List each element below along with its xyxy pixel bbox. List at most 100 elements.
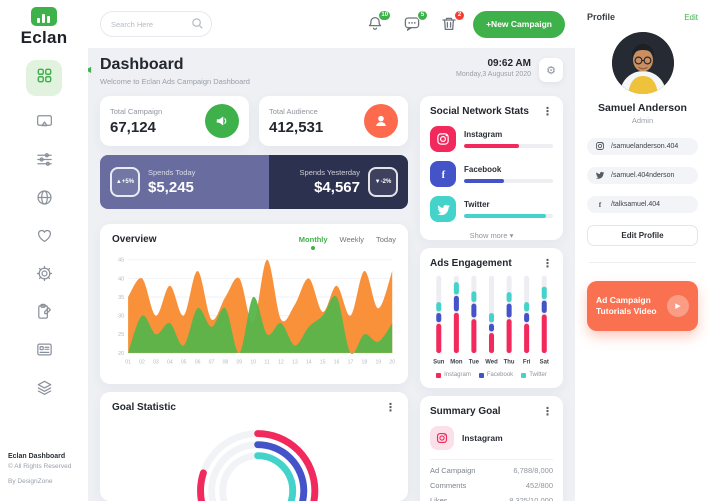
sidebar-item-preferences[interactable] bbox=[34, 151, 55, 172]
overview-card: Overview Monthly Weekly Today 20 25 30 35 40… bbox=[100, 224, 408, 384]
svg-text:12: 12 bbox=[278, 359, 284, 365]
footer-rights: © All Rights Reserved bbox=[8, 463, 72, 470]
twitter-icon bbox=[430, 196, 456, 222]
legend-item[interactable]: Twitter bbox=[521, 372, 547, 378]
dashboard-icon bbox=[35, 66, 54, 90]
show-more-link[interactable]: Show more ▾ bbox=[469, 231, 514, 240]
goal-kebab-menu-icon[interactable]: ⋮ bbox=[385, 401, 396, 414]
spends-banner: ▲ +5% Spends Today $5,245 Spends Yesterda… bbox=[100, 155, 408, 209]
sidebar-item-web[interactable] bbox=[34, 189, 55, 210]
clock: 09:62 AM Monday,3 Augusut 2020 bbox=[456, 58, 531, 78]
legend-item[interactable]: Facebook bbox=[478, 372, 513, 378]
trash-button[interactable]: 2 bbox=[440, 9, 466, 34]
main-body: ◀ Dashboard Welcome to Eclan Ads Campaig… bbox=[85, 48, 575, 501]
person-icon bbox=[364, 104, 398, 138]
topbar-icons: 10 5 2 bbox=[366, 9, 466, 37]
tab-today[interactable]: Today bbox=[375, 235, 396, 244]
tab-weekly[interactable]: Weekly bbox=[339, 235, 364, 244]
notifications-button[interactable]: 10 bbox=[366, 9, 392, 37]
legend-item[interactable]: Instagram bbox=[436, 372, 471, 378]
spends-yesterday-delta-badge: ▼ -2% bbox=[367, 167, 398, 197]
social-kebab-menu-icon[interactable]: ⋮ bbox=[542, 105, 553, 118]
svg-text:Sat: Sat bbox=[540, 359, 549, 365]
bell-icon bbox=[366, 16, 384, 37]
search-box bbox=[100, 11, 212, 37]
sidebar-item-favorites[interactable] bbox=[34, 227, 55, 248]
instagram-handle-pill[interactable]: /samuelanderson.404 bbox=[587, 138, 698, 155]
svg-text:13: 13 bbox=[292, 359, 298, 365]
tab-monthly[interactable]: Monthly bbox=[298, 235, 328, 244]
spends-today-value: $5,245 bbox=[148, 179, 194, 196]
settings-gear-button[interactable]: ⚙ bbox=[539, 58, 563, 82]
svg-text:16: 16 bbox=[334, 359, 340, 365]
social-network-stats-card: Social Network Stats ⋮ Instagram f bbox=[420, 96, 563, 240]
progress-fill bbox=[464, 144, 520, 148]
messages-button[interactable]: 5 bbox=[403, 9, 429, 34]
summary-goal-card: Summary Goal ⋮ Instagram Ad Campaign 6,7… bbox=[420, 396, 563, 501]
clock-time: 09:62 AM bbox=[487, 58, 531, 69]
heart-icon bbox=[35, 226, 54, 250]
globe-icon bbox=[35, 188, 54, 212]
social-label: Facebook bbox=[464, 165, 502, 174]
sliders-icon bbox=[35, 150, 54, 174]
goal-statistic-card: Goal Statistic ⋮ bbox=[100, 392, 408, 501]
notifications-badge: 10 bbox=[378, 9, 392, 21]
page-title: Dashboard bbox=[100, 56, 184, 73]
total-campaign-card: Total Campaign 67,124 bbox=[100, 96, 249, 146]
summary-row: Comments 452/800 bbox=[430, 481, 553, 490]
legend-swatch bbox=[478, 372, 484, 378]
sidebar-item-reports[interactable] bbox=[34, 341, 55, 362]
svg-text:25: 25 bbox=[118, 332, 124, 338]
play-icon[interactable]: ▶ bbox=[667, 295, 689, 317]
clipboard-pencil-icon bbox=[35, 302, 54, 326]
social-stats-title: Social Network Stats bbox=[430, 106, 529, 117]
sidebar-footer: Eclan Dashboard © All Rights Reserved By… bbox=[8, 453, 80, 501]
sidebar-item-tasks[interactable] bbox=[34, 303, 55, 324]
svg-text:Thu: Thu bbox=[504, 359, 515, 365]
profile-heading: Profile bbox=[587, 12, 616, 22]
svg-text:Fri: Fri bbox=[523, 359, 531, 365]
total-audience-label: Total Audience bbox=[269, 106, 318, 116]
sidebar-item-display[interactable] bbox=[34, 113, 55, 134]
svg-text:05: 05 bbox=[181, 359, 187, 365]
summary-kebab-menu-icon[interactable]: ⋮ bbox=[542, 405, 553, 418]
top-bar: 10 5 2 +New Campaign bbox=[88, 0, 575, 48]
svg-text:15: 15 bbox=[320, 359, 326, 365]
progress-track bbox=[464, 179, 553, 183]
layers-icon bbox=[35, 378, 54, 402]
svg-text:30: 30 bbox=[118, 314, 124, 320]
tutorials-video-card[interactable]: Ad Campaign Tutorials Video ▶ bbox=[587, 281, 698, 331]
ads-kebab-menu-icon[interactable]: ⋮ bbox=[542, 257, 553, 270]
svg-text:Tue: Tue bbox=[469, 359, 480, 365]
profile-name: Samuel Anderson bbox=[598, 102, 687, 114]
svg-text:20: 20 bbox=[389, 359, 395, 365]
sidebar-item-layers[interactable] bbox=[34, 379, 55, 400]
engagement-chart: Sun Mon Tue Wed Thu Fri Sat bbox=[430, 273, 553, 371]
total-audience-value: 412,531 bbox=[269, 118, 324, 136]
progress-fill bbox=[464, 179, 505, 183]
spends-yesterday-label: Spends Yesterday bbox=[299, 168, 360, 177]
sidebar-item-settings[interactable] bbox=[34, 265, 55, 286]
sidebar-collapse-arrow[interactable]: ◀ bbox=[85, 65, 92, 74]
total-campaign-value: 67,124 bbox=[110, 118, 156, 136]
app-logo[interactable]: Eclan bbox=[21, 7, 68, 48]
engagement-legend: Instagram Facebook Twitter bbox=[430, 372, 553, 378]
divider bbox=[589, 262, 696, 263]
progress-track bbox=[464, 144, 553, 148]
facebook-icon: f bbox=[430, 161, 456, 187]
facebook-handle-pill[interactable]: f /talksamuel.404 bbox=[587, 196, 698, 213]
spends-today-label: Spends Today bbox=[148, 168, 196, 177]
avatar[interactable] bbox=[611, 32, 674, 94]
twitter-handle-pill[interactable]: /samuel.404nderson bbox=[587, 167, 698, 184]
svg-text:01: 01 bbox=[125, 359, 131, 365]
edit-profile-button[interactable]: Edit Profile bbox=[587, 225, 698, 246]
facebook-icon: f bbox=[595, 199, 605, 211]
messages-badge: 5 bbox=[417, 9, 429, 21]
content-left-column: Total Campaign 67,124 Total Audience 412… bbox=[100, 96, 408, 501]
content-right-column: Social Network Stats ⋮ Instagram f bbox=[420, 96, 563, 501]
profile-edit-link[interactable]: Edit bbox=[684, 12, 698, 22]
instagram-icon bbox=[430, 426, 454, 450]
sidebar-item-dashboard[interactable] bbox=[26, 60, 62, 96]
new-campaign-button[interactable]: +New Campaign bbox=[473, 10, 565, 38]
main-area: 10 5 2 +New Campaign ◀ Dashboard Welcome… bbox=[85, 0, 575, 501]
